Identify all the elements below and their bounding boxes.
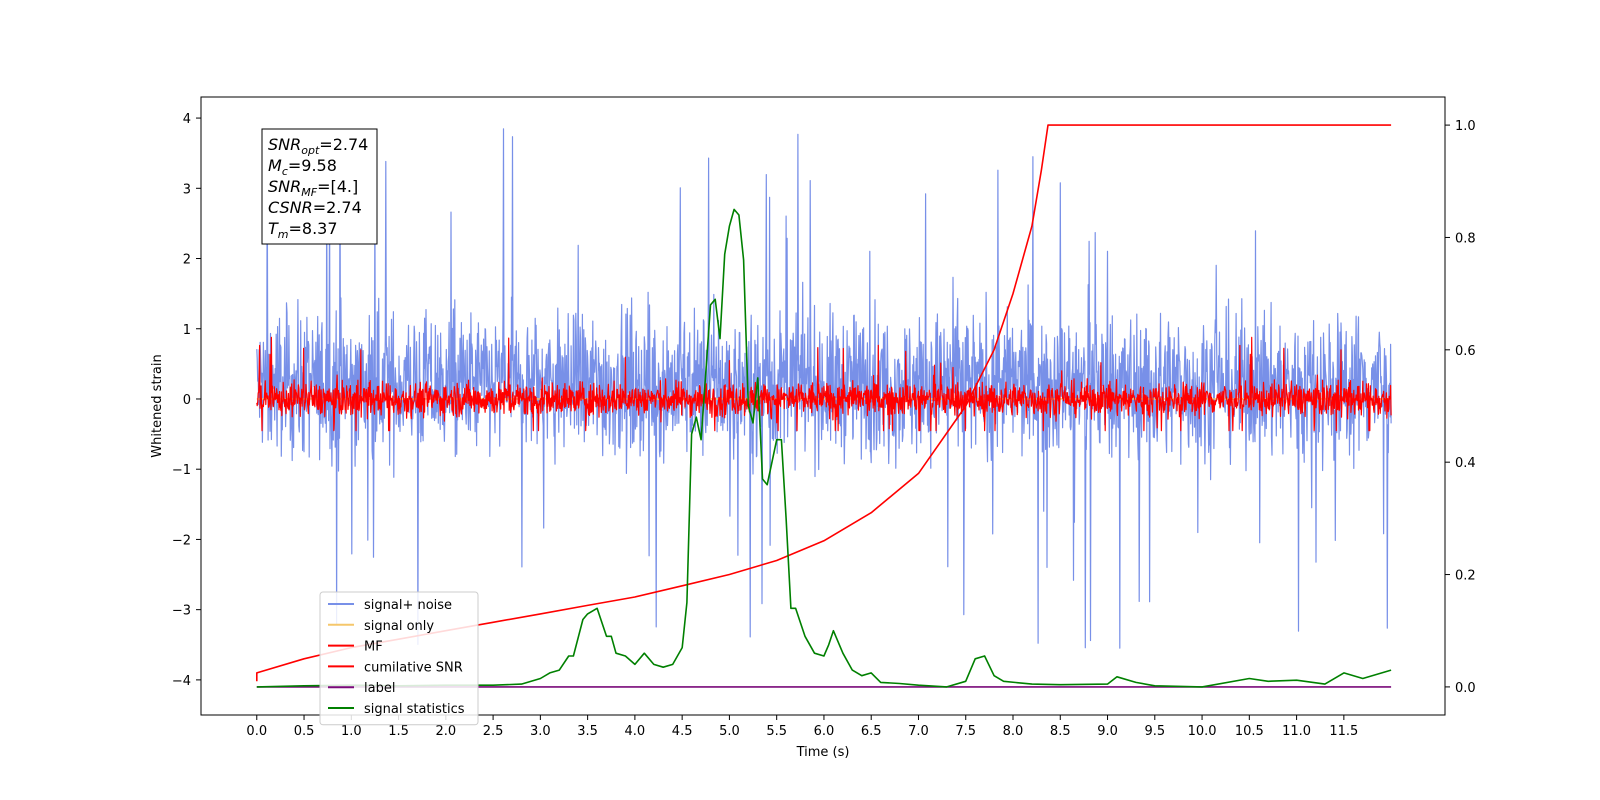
annotation-box	[261, 128, 378, 245]
legend-entry: signal only	[364, 619, 434, 634]
y-tick-label: 2	[183, 253, 191, 268]
legend-entry: signal+ noise	[364, 598, 452, 613]
annotation-line: SNRopt=2.74	[268, 135, 368, 157]
x-tick-label: 2.5	[483, 724, 504, 739]
y-tick-label: −3	[172, 604, 191, 619]
y2-tick-label: 0.8	[1455, 231, 1476, 246]
y-tick-label: 4	[183, 112, 191, 127]
x-tick-label: 2.0	[435, 724, 456, 739]
y2-tick-label: 1.0	[1455, 119, 1476, 134]
annotation-line: SNRMF=[4.]	[268, 177, 358, 199]
x-tick-label: 10.5	[1235, 724, 1264, 739]
annotation-line: CSNR=2.74	[268, 198, 362, 217]
x-tick-label: 4.0	[625, 724, 646, 739]
x-tick-label: 1.5	[388, 724, 409, 739]
x-tick-label: 7.0	[908, 724, 929, 739]
y2-tick-label: 0.0	[1455, 681, 1476, 696]
x-tick-label: 8.5	[1050, 724, 1071, 739]
y2-tick-label: 0.6	[1455, 344, 1476, 359]
annotation-line: Mc=9.58	[268, 156, 337, 178]
x-tick-label: 9.5	[1144, 724, 1165, 739]
y-axis-left: 4 3 2 1 0 −1 −2 −3 −4	[172, 112, 201, 689]
y-axis-label: Whitened strain	[150, 354, 165, 457]
x-axis: 0.0 0.5 1.0 1.5 2.0 2.5 3.0 3.5 4.0 4.5 5.0 5.5 6.0 6…	[246, 715, 1358, 739]
plot-frame	[200, 96, 1446, 716]
x-tick-label: 4.5	[672, 724, 693, 739]
x-tick-label: 1.0	[341, 724, 362, 739]
x-tick-label: 6.5	[861, 724, 882, 739]
y-tick-label: 1	[183, 323, 191, 338]
y-axis-right: 1.0 0.8 0.6 0.4 0.2 0.0	[1445, 119, 1476, 696]
legend-box	[319, 591, 479, 726]
x-tick-label: 3.5	[577, 724, 598, 739]
legend-entry: label	[364, 681, 395, 696]
y-tick-label: −2	[172, 533, 191, 548]
x-tick-label: 5.0	[719, 724, 740, 739]
legend-entry: signal statistics	[364, 702, 465, 717]
x-tick-label: 8.0	[1003, 724, 1024, 739]
series-line-signal-statistics	[256, 208, 1392, 688]
x-tick-label: 0.5	[294, 724, 315, 739]
x-axis-label: Time (s)	[796, 745, 850, 760]
x-tick-label: 10.0	[1188, 724, 1217, 739]
x-tick-label: 7.5	[955, 724, 976, 739]
legend-entry: MF	[364, 640, 383, 655]
x-tick-label: 11.5	[1329, 724, 1358, 739]
legend-entry: cumilative SNR	[364, 660, 463, 675]
series-line-signal-noise	[256, 128, 1392, 649]
x-tick-label: 3.0	[530, 724, 551, 739]
series-line-mf	[256, 336, 1392, 432]
y-tick-label: 0	[183, 393, 191, 408]
y2-tick-label: 0.4	[1455, 456, 1476, 471]
x-tick-label: 0.0	[246, 724, 267, 739]
x-tick-label: 6.0	[814, 724, 835, 739]
y-tick-label: −1	[172, 463, 191, 478]
y-tick-label: −4	[172, 674, 191, 689]
y-tick-label: 3	[183, 182, 191, 197]
x-tick-label: 11.0	[1282, 724, 1311, 739]
y2-tick-label: 0.2	[1455, 569, 1476, 584]
legend: signal+ noise signal only MF cumilative SNR…	[319, 591, 479, 726]
annotation-line: Tm=8.37	[268, 219, 338, 241]
x-tick-label: 9.0	[1097, 724, 1118, 739]
x-tick-label: 5.5	[766, 724, 787, 739]
